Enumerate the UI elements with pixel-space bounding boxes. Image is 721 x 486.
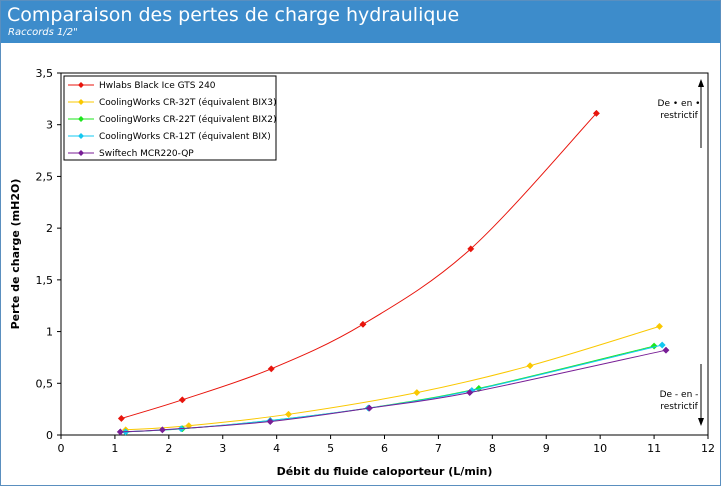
- series-1: [117, 109, 600, 423]
- x-tick-label: 0: [58, 442, 65, 455]
- x-tick-label: 6: [381, 442, 388, 455]
- legend: Hwlabs Black Ice GTS 240 CoolingWorks CR-…: [63, 75, 277, 161]
- legend-box: [63, 75, 277, 161]
- x-tick-label: 8: [489, 442, 496, 455]
- series-layer: [116, 109, 670, 436]
- data-point: [413, 389, 421, 397]
- x-tick-label: 12: [701, 442, 715, 455]
- legend-label: Hwlabs Black Ice GTS 240: [99, 81, 216, 91]
- legend-swatch-marker: [78, 99, 84, 105]
- y-tick-label: 0: [46, 429, 53, 442]
- x-tick-label: 4: [273, 442, 280, 455]
- y-tick-label: 2: [46, 222, 53, 235]
- legend-swatch-marker: [78, 150, 84, 156]
- y-tick-label: 3,5: [36, 67, 54, 80]
- annotation-top-line2: restrictif: [660, 111, 698, 121]
- x-tick-label: 5: [327, 442, 334, 455]
- data-point: [284, 410, 293, 418]
- series-line: [125, 325, 660, 431]
- legend-swatch-marker: [78, 133, 84, 139]
- series-line: [120, 349, 667, 433]
- y-tick-label: 0,5: [36, 377, 54, 390]
- data-point: [526, 362, 534, 370]
- annotations: De • en • restrictif De - en - restricti…: [658, 79, 704, 426]
- legend-label: Swiftech MCR220-QP: [99, 149, 194, 159]
- y-axis-title: Perte de charge (mH2O): [9, 179, 22, 330]
- y-tick-label: 1,5: [36, 274, 54, 287]
- data-point: [467, 245, 475, 253]
- data-point: [266, 418, 274, 426]
- legend-swatch-marker: [78, 82, 84, 88]
- series-4: [122, 341, 666, 436]
- legend-swatch-marker: [78, 116, 84, 122]
- y-tick-label: 2,5: [36, 170, 54, 183]
- data-point: [117, 414, 125, 423]
- chart-header: Comparaison des pertes de charge hydraul…: [1, 1, 720, 43]
- chart-title: Comparaison des pertes de charge hydraul…: [7, 4, 460, 26]
- x-tick-label: 9: [543, 442, 550, 455]
- arrow-down-head: [698, 418, 704, 426]
- legend-label: CoolingWorks CR-12T (équivalent BIX): [99, 131, 271, 142]
- x-tick-label: 1: [111, 442, 118, 455]
- data-point: [267, 365, 275, 373]
- data-point: [178, 396, 186, 404]
- x-axis-title: Débit du fluide caloporteur (L/min): [277, 465, 493, 478]
- data-point: [359, 320, 367, 328]
- legend-label: CoolingWorks CR-22T (équivalent BIX2): [99, 114, 276, 125]
- data-point: [365, 404, 373, 412]
- legend-label: CoolingWorks CR-32T (équivalent BIX3): [99, 97, 276, 108]
- y-tick-label: 3: [46, 119, 53, 132]
- x-tick-label: 7: [435, 442, 442, 455]
- series-5: [116, 346, 670, 436]
- data-point: [662, 346, 670, 354]
- arrow-up-head: [698, 79, 704, 87]
- chart-subtitle: Raccords 1/2": [8, 27, 78, 38]
- x-tick-label: 10: [593, 442, 607, 455]
- data-point: [116, 428, 124, 436]
- series-line: [125, 344, 663, 433]
- annotation-bottom-line2: restrictif: [660, 402, 698, 412]
- x-tick-label: 3: [219, 442, 226, 455]
- data-point: [158, 426, 166, 434]
- x-tick-label: 2: [165, 442, 172, 455]
- series-line: [125, 345, 655, 433]
- series-3: [122, 342, 658, 436]
- x-tick-label: 11: [647, 442, 661, 455]
- data-point: [592, 109, 600, 117]
- series-2: [122, 322, 664, 434]
- annotation-top-line1: De • en •: [658, 99, 701, 109]
- data-point: [185, 422, 193, 430]
- data-point: [658, 341, 666, 349]
- annotation-bottom-line1: De - en -: [660, 390, 699, 400]
- y-tick-label: 1: [46, 326, 53, 339]
- data-point: [466, 389, 474, 397]
- data-point: [655, 322, 664, 330]
